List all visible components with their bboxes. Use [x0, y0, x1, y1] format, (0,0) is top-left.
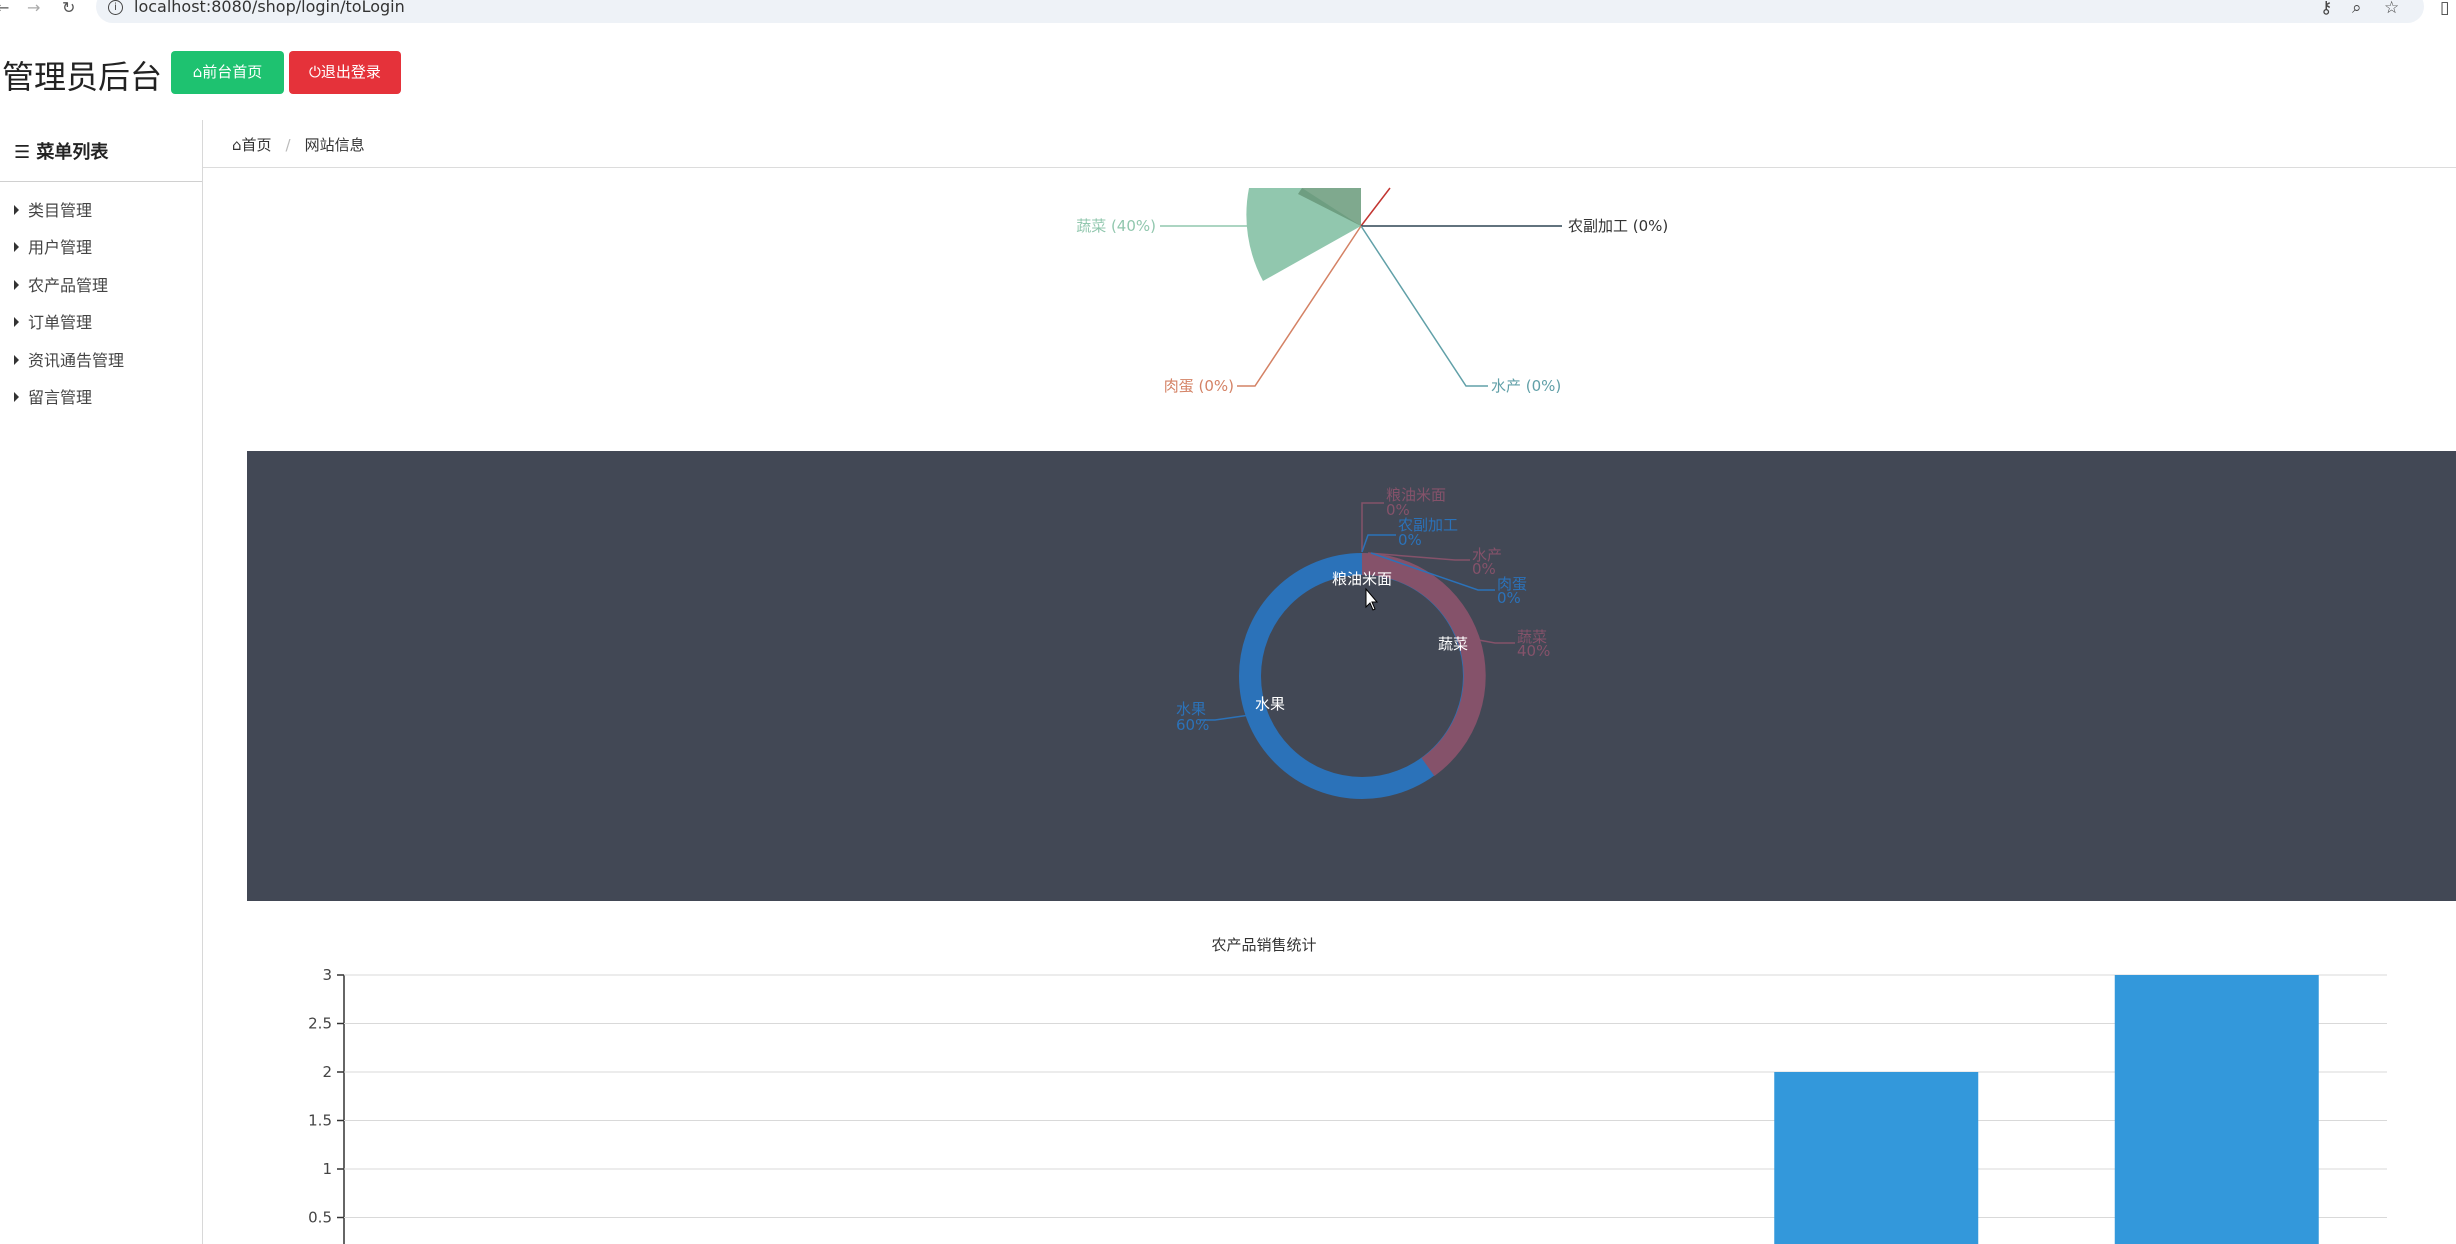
caret-right-icon: [14, 317, 19, 327]
donut-label-line: [1367, 552, 1470, 561]
donut-label-vegetable-pct: 40%: [1517, 642, 1550, 660]
caret-right-icon: [14, 205, 19, 215]
sidebar-item-news[interactable]: 资讯通告管理: [14, 347, 124, 371]
y-tick-label: 2.5: [308, 1015, 332, 1033]
bar-4[interactable]: [1774, 1072, 1979, 1244]
breadcrumb-current: 网站信息: [304, 136, 365, 154]
sidebar-item-label: 用户管理: [28, 238, 93, 257]
donut-label-line: [1370, 552, 1495, 591]
content-top-border: [203, 167, 2456, 168]
donut-chart: 粮油米面 0% 农副加工 0% 水产 0% 肉蛋 0% 蔬菜 40% 水果 60…: [247, 451, 2456, 901]
y-tick-label: 0.5: [308, 1209, 332, 1227]
zoom-icon[interactable]: ⌕: [2352, 0, 2362, 18]
breadcrumb: ⌂首页 / 网站信息: [232, 134, 365, 155]
donut-label-line: [1361, 502, 1384, 552]
caret-right-icon: [14, 355, 19, 365]
url-text[interactable]: localhost:8080/shop/login/toLogin: [134, 0, 405, 16]
side-panel-icon[interactable]: ▯: [2440, 0, 2450, 18]
front-home-button[interactable]: ⌂前台首页: [171, 51, 284, 94]
sidebar-item-label: 类目管理: [28, 201, 93, 220]
pie-label-processing: 农副加工 (0%): [1568, 217, 1668, 235]
donut-inner-label-right: 蔬菜: [1438, 635, 1468, 653]
donut-label-line: [1361, 534, 1396, 553]
browser-toolbar: ← → ↻ i localhost:8080/shop/login/toLogi…: [0, 0, 2456, 31]
donut-label-meat-egg: 肉蛋: [1497, 575, 1527, 593]
pie-chart: 蔬菜 (40%) 农副加工 (0%) 肉蛋 (0%) 水产 (0%): [1076, 187, 1668, 395]
site-info-icon[interactable]: i: [108, 0, 123, 15]
breadcrumb-home-label: 首页: [241, 136, 272, 154]
sidebar-item-label: 农产品管理: [28, 276, 109, 295]
sidebar-item-products[interactable]: 农产品管理: [14, 272, 108, 296]
logout-button[interactable]: ⏻退出登录: [289, 51, 401, 94]
sidebar-item-label: 资讯通告管理: [28, 351, 125, 370]
caret-right-icon: [14, 280, 19, 290]
bar-5[interactable]: [2114, 975, 2319, 1244]
power-icon: ⏻: [309, 63, 321, 81]
sidebar: ☰ 菜单列表 类目管理 用户管理 农产品管理 订单管理 资讯通告管理 留言管理: [0, 120, 203, 1244]
home-icon: ⌂: [192, 63, 203, 81]
front-home-label: 前台首页: [202, 63, 263, 81]
sidebar-item-category[interactable]: 类目管理: [14, 197, 92, 221]
forward-icon[interactable]: →: [27, 0, 41, 17]
donut-ring-vegetable[interactable]: [1361, 552, 1486, 776]
donut-inner-label-left: 水果: [1255, 695, 1285, 713]
breadcrumb-home[interactable]: ⌂首页: [232, 136, 272, 154]
y-tick-label: 2: [322, 1063, 332, 1081]
y-tick-label: 3: [322, 966, 332, 984]
donut-label-fruit-pct: 60%: [1176, 716, 1209, 734]
donut-label-processing: 农副加工: [1398, 516, 1458, 534]
donut-label-line: [1461, 636, 1515, 644]
bar-chart: 农产品销售统计 3 2.5 2 1.5 1 0.5: [308, 936, 2387, 1244]
donut-label-processing-pct: 0%: [1398, 531, 1422, 549]
donut-label-meat-egg-pct: 0%: [1497, 589, 1521, 607]
list-icon: ☰: [14, 142, 31, 163]
donut-label-vegetable: 蔬菜: [1517, 628, 1547, 646]
caret-right-icon: [14, 392, 19, 402]
pie-slice-top[interactable]: [1302, 188, 1361, 226]
pie-label-line: [1360, 225, 1488, 387]
home-icon: ⌂: [232, 136, 242, 154]
menu-title: ☰ 菜单列表: [14, 138, 108, 164]
donut-panel: [247, 451, 2456, 901]
donut-label-aquatic: 水产: [1472, 546, 1502, 564]
key-icon[interactable]: ⚷: [2320, 0, 2333, 18]
menu-divider: [0, 181, 202, 182]
bookmark-star-icon[interactable]: ☆: [2384, 0, 2400, 18]
page-title: 管理员后台: [2, 58, 163, 96]
donut-inner-label-top: 粮油米面: [1332, 570, 1392, 588]
logout-label: 退出登录: [320, 63, 381, 81]
bar-chart-title: 农产品销售统计: [1211, 936, 1316, 954]
donut-label-grain-pct: 0%: [1386, 501, 1410, 519]
pie-label-line: [1360, 187, 1391, 227]
pie-label-meat-egg: 肉蛋 (0%): [1164, 377, 1234, 395]
pie-label-line: [1237, 225, 1362, 387]
sidebar-item-label: 留言管理: [28, 388, 93, 407]
donut-label-line: [1200, 714, 1251, 721]
donut-label-fruit: 水果: [1176, 700, 1206, 718]
caret-right-icon: [14, 242, 19, 252]
pie-label-vegetable: 蔬菜 (40%): [1076, 217, 1156, 235]
menu-title-label: 菜单列表: [36, 142, 109, 163]
breadcrumb-separator: /: [285, 136, 291, 154]
sidebar-item-orders[interactable]: 订单管理: [14, 309, 92, 333]
donut-label-grain: 粮油米面: [1386, 486, 1446, 504]
address-bar[interactable]: i localhost:8080/shop/login/toLogin: [96, 0, 2424, 23]
sidebar-item-users[interactable]: 用户管理: [14, 234, 92, 258]
y-tick-label: 1: [322, 1160, 332, 1178]
reload-icon[interactable]: ↻: [62, 0, 76, 17]
sidebar-item-messages[interactable]: 留言管理: [14, 384, 92, 408]
pie-label-aquatic: 水产 (0%): [1491, 377, 1561, 395]
sidebar-item-label: 订单管理: [28, 313, 93, 332]
mouse-cursor-icon: [1365, 587, 1379, 611]
donut-label-aquatic-pct: 0%: [1472, 560, 1496, 578]
back-icon[interactable]: ←: [0, 0, 10, 17]
y-tick-label: 1.5: [308, 1112, 332, 1130]
